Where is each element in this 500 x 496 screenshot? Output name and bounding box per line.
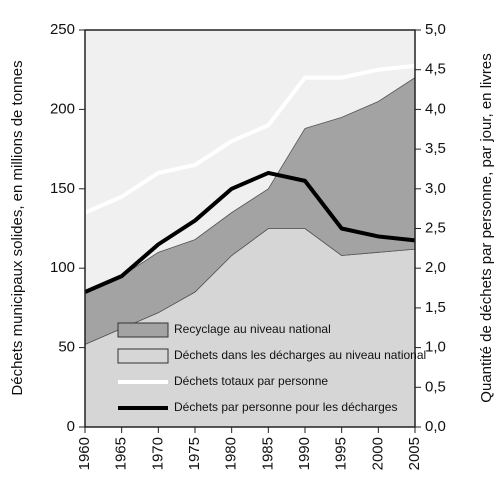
y2-tick-label: 3,0 bbox=[425, 180, 446, 197]
y-tick-label: 0 bbox=[67, 418, 75, 435]
legend-swatch bbox=[117, 348, 169, 364]
y2-tick-label: 2,0 bbox=[425, 259, 446, 276]
legend-label: Déchets dans les décharges au niveau nat… bbox=[174, 348, 426, 362]
y2-tick-label: 4,5 bbox=[425, 61, 446, 78]
y-axis-title: Déchets municipaux solides, en millions … bbox=[9, 60, 26, 395]
y2-tick-label: 1,5 bbox=[425, 299, 446, 316]
x-tick-label: 1965 bbox=[113, 437, 130, 470]
y2-tick-label: 2,5 bbox=[425, 219, 446, 236]
y2-tick-label: 0,0 bbox=[425, 418, 446, 435]
line bbox=[84, 63, 416, 215]
x-tick-label: 1975 bbox=[186, 437, 203, 470]
x-tick-label: 2005 bbox=[406, 437, 423, 470]
x-tick-label: 2000 bbox=[369, 437, 386, 470]
x-tick-label: 1990 bbox=[296, 437, 313, 470]
y2-tick-label: 0,5 bbox=[425, 378, 446, 395]
y-tick-label: 100 bbox=[50, 259, 75, 276]
legend-label: Déchets par personne pour les décharges bbox=[174, 400, 397, 414]
legend-swatch bbox=[117, 322, 169, 338]
line bbox=[84, 170, 416, 294]
y2-axis-title: Quantité de déchets par personne, par jo… bbox=[478, 53, 495, 402]
legend-label: Déchets totaux par personne bbox=[174, 374, 328, 388]
y2-tick-label: 4,0 bbox=[425, 100, 446, 117]
x-tick-label: 1995 bbox=[333, 437, 350, 470]
y2-tick-label: 1,0 bbox=[425, 339, 446, 356]
y2-tick-label: 5,0 bbox=[425, 21, 446, 38]
x-tick-label: 1985 bbox=[259, 437, 276, 470]
y-tick-label: 150 bbox=[50, 180, 75, 197]
y-tick-label: 250 bbox=[50, 21, 75, 38]
y2-tick-label: 3,5 bbox=[425, 140, 446, 157]
x-tick-label: 1960 bbox=[76, 437, 93, 470]
y-tick-label: 50 bbox=[58, 339, 75, 356]
x-tick-label: 1970 bbox=[149, 437, 166, 470]
legend-label: Recyclage au niveau national bbox=[174, 322, 331, 336]
y-tick-label: 200 bbox=[50, 100, 75, 117]
x-tick-label: 1980 bbox=[223, 437, 240, 470]
